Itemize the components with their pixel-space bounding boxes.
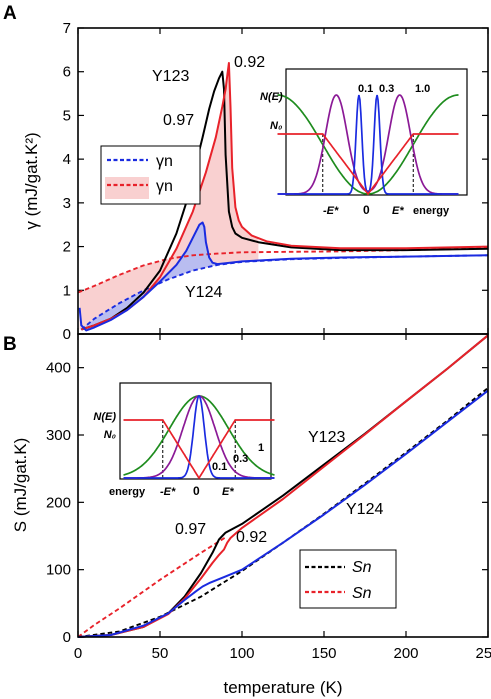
annotation-y123-a: Y123 (152, 68, 189, 85)
panel-a-series-1-line (77, 247, 489, 294)
panel-b-y-tick-label: 300 (46, 427, 71, 444)
annotation-097-b: 0.97 (175, 521, 206, 538)
panel-a-y-tick-label: 2 (63, 239, 71, 256)
inset-b-curve-label-1: 1 (258, 442, 264, 454)
panel-a-series-4-line (78, 221, 489, 332)
legend-label-gamma-blue: γn (156, 153, 173, 170)
panel-a-series-2-line (80, 70, 489, 331)
panel-b-y-tick-label: 100 (46, 562, 71, 579)
inset-a-xlabel-estar: E* (392, 205, 404, 217)
inset-a-curve-label-03: 0.3 (379, 83, 394, 95)
inset-b-xlabel-neg-estar: -E* (160, 486, 176, 498)
inset-b-xlabel-estar: E* (222, 486, 234, 498)
inset-a-curves (277, 94, 459, 196)
panel-b-x-tick-label: 50 (152, 645, 169, 662)
annotation-y124-a: Y124 (185, 284, 222, 301)
annotation-092-a: 0.92 (234, 54, 265, 71)
panel-a-label: A (3, 3, 17, 24)
inset-a-curve-label-10: 1.0 (415, 83, 430, 95)
panel-b-series-4-line (77, 389, 489, 638)
panel-b-inset: N(E) N₀ energy -E* 0 E* 0.1 0.3 1 (93, 382, 275, 498)
panel-b-y-tick-label: 0 (63, 629, 71, 646)
panel-b-y-tick-label: 400 (46, 360, 71, 377)
panel-a-y-tick-label: 3 (63, 195, 71, 212)
legend-swatch-gamma-red-fill (105, 177, 149, 199)
panel-a-y-axis-label: γ (mJ/gat.K²) (22, 132, 41, 229)
inset-a-frame (285, 68, 468, 196)
inset-a-xlabel-zero: 0 (363, 203, 370, 217)
inset-b-curve-label-01: 0.1 (212, 461, 227, 473)
panel-a-inset: N(E) N₀ -E* 0 E* energy 0.1 0.3 1.0 (260, 68, 468, 217)
inset-b-ylabel: N(E) (93, 411, 116, 423)
annotation-y123-b: Y123 (308, 429, 345, 446)
inset-b-blue-curve (123, 394, 275, 479)
panel-a-y-tick-label: 4 (63, 151, 71, 168)
inset-a-purple-curve (277, 94, 459, 195)
inset-b-curve-label-03: 0.3 (233, 453, 248, 465)
panel-a-series (77, 62, 489, 332)
panel-a-legend: γn γn (100, 145, 201, 205)
panel-b-label: B (3, 334, 17, 355)
inset-a-xlabel-neg-estar: -E* (323, 205, 339, 217)
panel-b-y-axis-label: S (mJ/gat.K) (11, 438, 30, 532)
panel-b-x-tick-label: 100 (229, 645, 254, 662)
inset-b-xlabel-energy: energy (109, 486, 146, 498)
panel-a-y-tick-label: 1 (63, 282, 71, 299)
inset-a-xlabel-energy: energy (413, 205, 450, 217)
panel-b: B 0 50 100 150 200 250 0 100 200 300 400 S (mJ/gat… (3, 333, 491, 697)
panel-b-legend: Sn Sn (299, 549, 397, 609)
inset-a-ylabel: N(E) (260, 91, 283, 103)
annotation-y124-b: Y124 (346, 501, 383, 518)
legend-label-gamma-red: γn (156, 178, 173, 195)
inset-a-curve-label-01: 0.1 (358, 83, 373, 95)
panel-b-x-tick-label: 250 (475, 645, 491, 662)
panel-b-x-tick-label: 150 (311, 645, 336, 662)
panel-a-y-tick-label: 0 (63, 326, 71, 343)
inset-b-n0-label: N₀ (104, 429, 116, 441)
panel-a-y-tick-label: 5 (63, 107, 71, 124)
panel-b-frame (77, 333, 489, 638)
panel-b-series-1-line (77, 536, 227, 638)
legend-label-s-red: Sn (352, 585, 372, 602)
inset-b-curves (123, 394, 275, 480)
x-axis-label: temperature (K) (223, 678, 342, 697)
annotation-092-b: 0.92 (236, 529, 267, 546)
panel-a-y-tick-label: 6 (63, 64, 71, 81)
panel-b-x-tick-label: 0 (74, 645, 82, 662)
legend-label-s-black: Sn (352, 559, 372, 576)
panel-b-y-tick-label: 200 (46, 494, 71, 511)
annotation-097-a: 0.97 (163, 112, 194, 129)
inset-b-xlabel-zero: 0 (193, 484, 200, 498)
panel-a-y-tick-label: 7 (63, 20, 71, 37)
inset-a-n0-label: N₀ (270, 120, 282, 132)
panel-b-series (77, 334, 489, 638)
panel-b-legend-box (299, 549, 397, 609)
inset-b-red-curve (123, 419, 275, 480)
panel-b-ticks: 0 50 100 150 200 250 0 100 200 300 400 (46, 334, 491, 662)
panel-b-x-tick-label: 200 (393, 645, 418, 662)
panel-a-blue-fill (81, 222, 259, 331)
inset-a-red-curve (277, 133, 459, 196)
